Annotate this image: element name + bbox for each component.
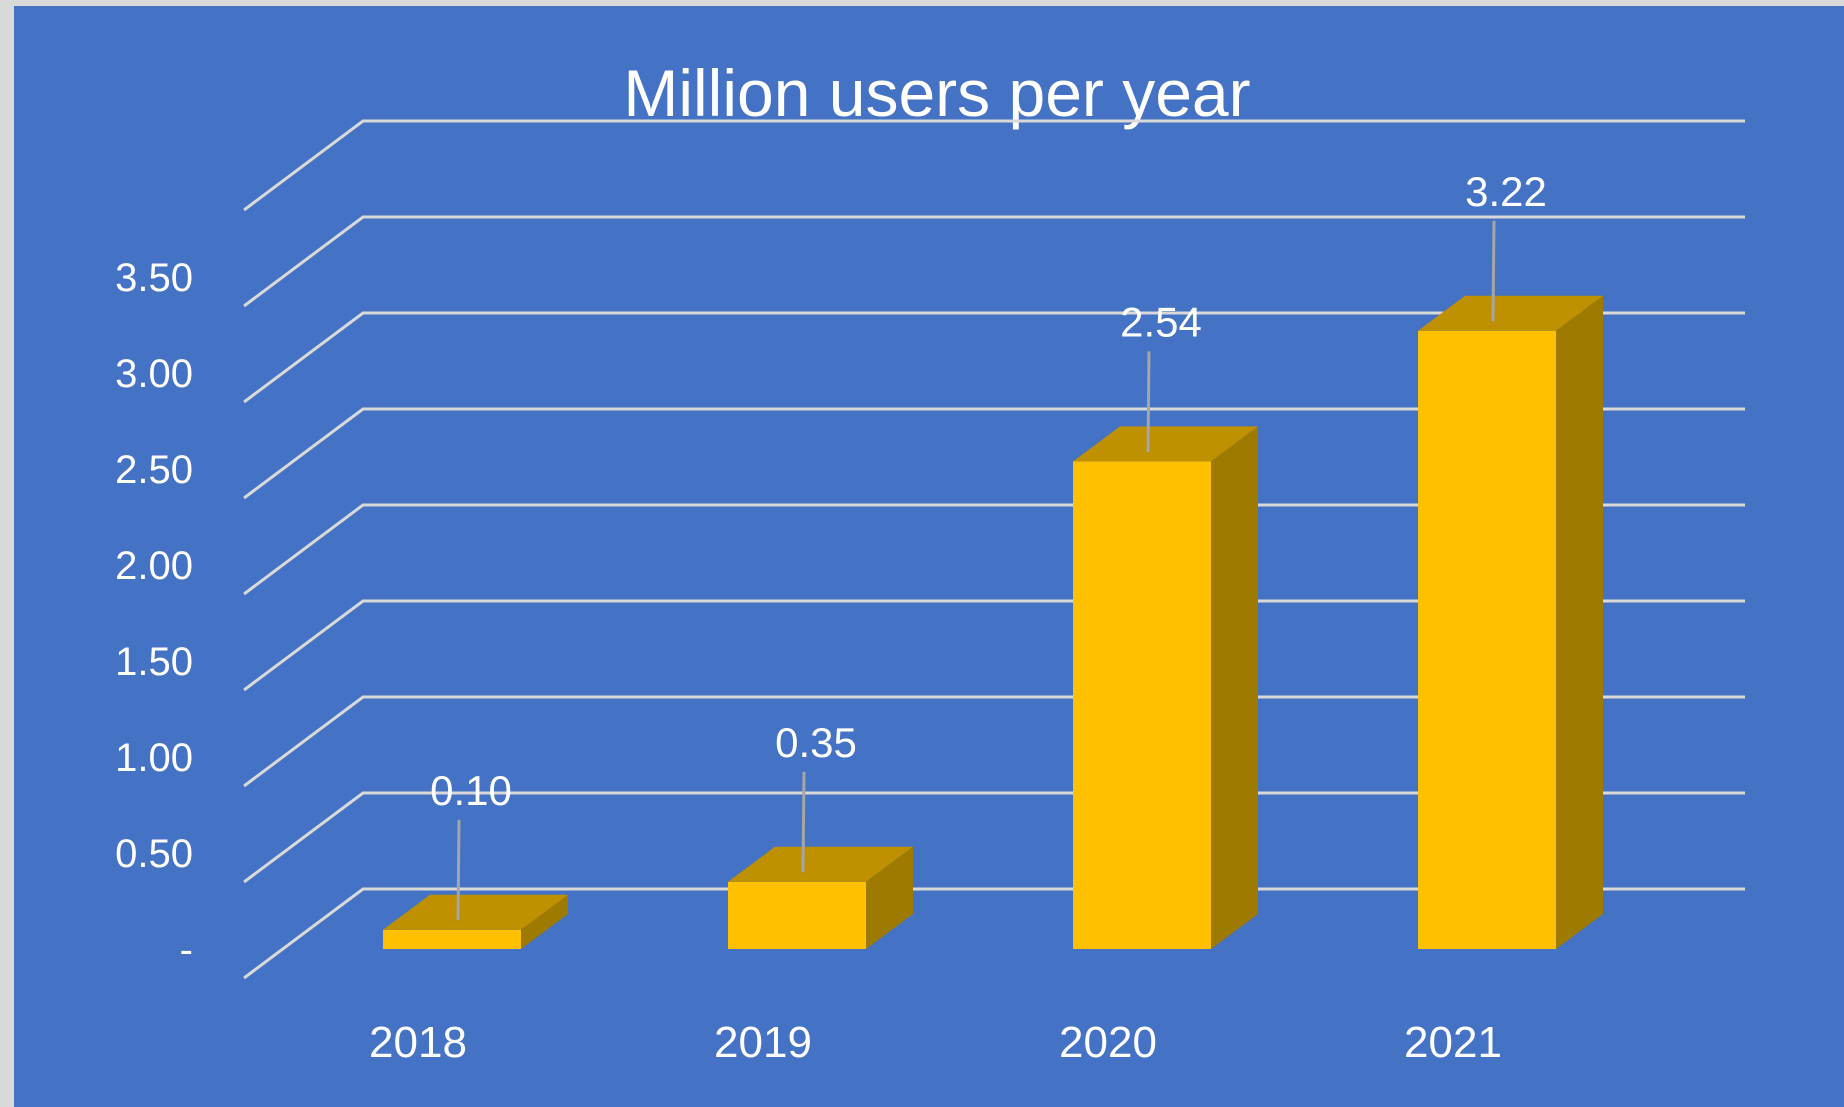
bar-side: [521, 894, 568, 949]
y-tick-label: 3.00: [115, 352, 193, 396]
gridline: [243, 791, 1745, 884]
gridline: [243, 311, 1745, 404]
data-label: 0.35: [775, 719, 857, 766]
bar-2019: [728, 846, 913, 949]
gridline: [243, 695, 1745, 788]
gridline: [243, 119, 1745, 212]
x-tick-label: 2021: [1404, 1018, 1502, 1067]
data-label: 3.22: [1465, 168, 1547, 215]
y-tick-label: -: [180, 928, 193, 972]
y-tick-label: 3.50: [115, 256, 193, 300]
gridlines: [243, 119, 1745, 980]
data-label: 2.54: [1120, 298, 1202, 345]
gridline: [243, 887, 1745, 980]
gridline: [243, 215, 1745, 308]
bar-2021: [1418, 295, 1603, 949]
y-axis-ticks: - 0.50 1.00 1.50 2.00 2.50 3.00 3.50: [115, 256, 193, 972]
bar-2018: [383, 894, 568, 949]
y-tick-label: 0.50: [115, 832, 193, 876]
x-axis-categories: 2018 2019 2020 2021: [369, 1018, 1502, 1067]
y-tick-label: 1.50: [115, 640, 193, 684]
bar-2020: [1073, 426, 1258, 949]
x-tick-label: 2020: [1059, 1018, 1157, 1067]
bars: [383, 295, 1603, 949]
y-tick-label: 2.00: [115, 544, 193, 588]
chart-title: Million users per year: [623, 56, 1250, 130]
data-label-leader: [456, 819, 461, 921]
y-tick-label: 1.00: [115, 736, 193, 780]
bar-front: [728, 881, 866, 949]
bar-side: [866, 846, 913, 949]
bar-front: [1418, 330, 1556, 949]
bar-top: [1073, 426, 1258, 462]
bar-front: [1073, 461, 1211, 949]
data-label-leader: [801, 771, 806, 873]
gridline: [243, 599, 1745, 692]
y-tick-label: 2.50: [115, 448, 193, 492]
data-label-leader: [1491, 220, 1496, 322]
bar-top: [1418, 295, 1603, 331]
gridline: [243, 503, 1745, 596]
data-label-leader: [1146, 351, 1151, 452]
gridline: [243, 407, 1745, 500]
bar-front: [383, 929, 521, 949]
data-label: 0.10: [430, 767, 512, 814]
bar-side: [1211, 426, 1258, 949]
bar-top: [383, 894, 568, 930]
bar-top: [728, 846, 913, 882]
bar-side: [1556, 295, 1603, 949]
data-labels: 0.10 0.35 2.54 3.22: [430, 168, 1547, 921]
x-tick-label: 2018: [369, 1018, 467, 1067]
x-tick-label: 2019: [714, 1018, 812, 1067]
